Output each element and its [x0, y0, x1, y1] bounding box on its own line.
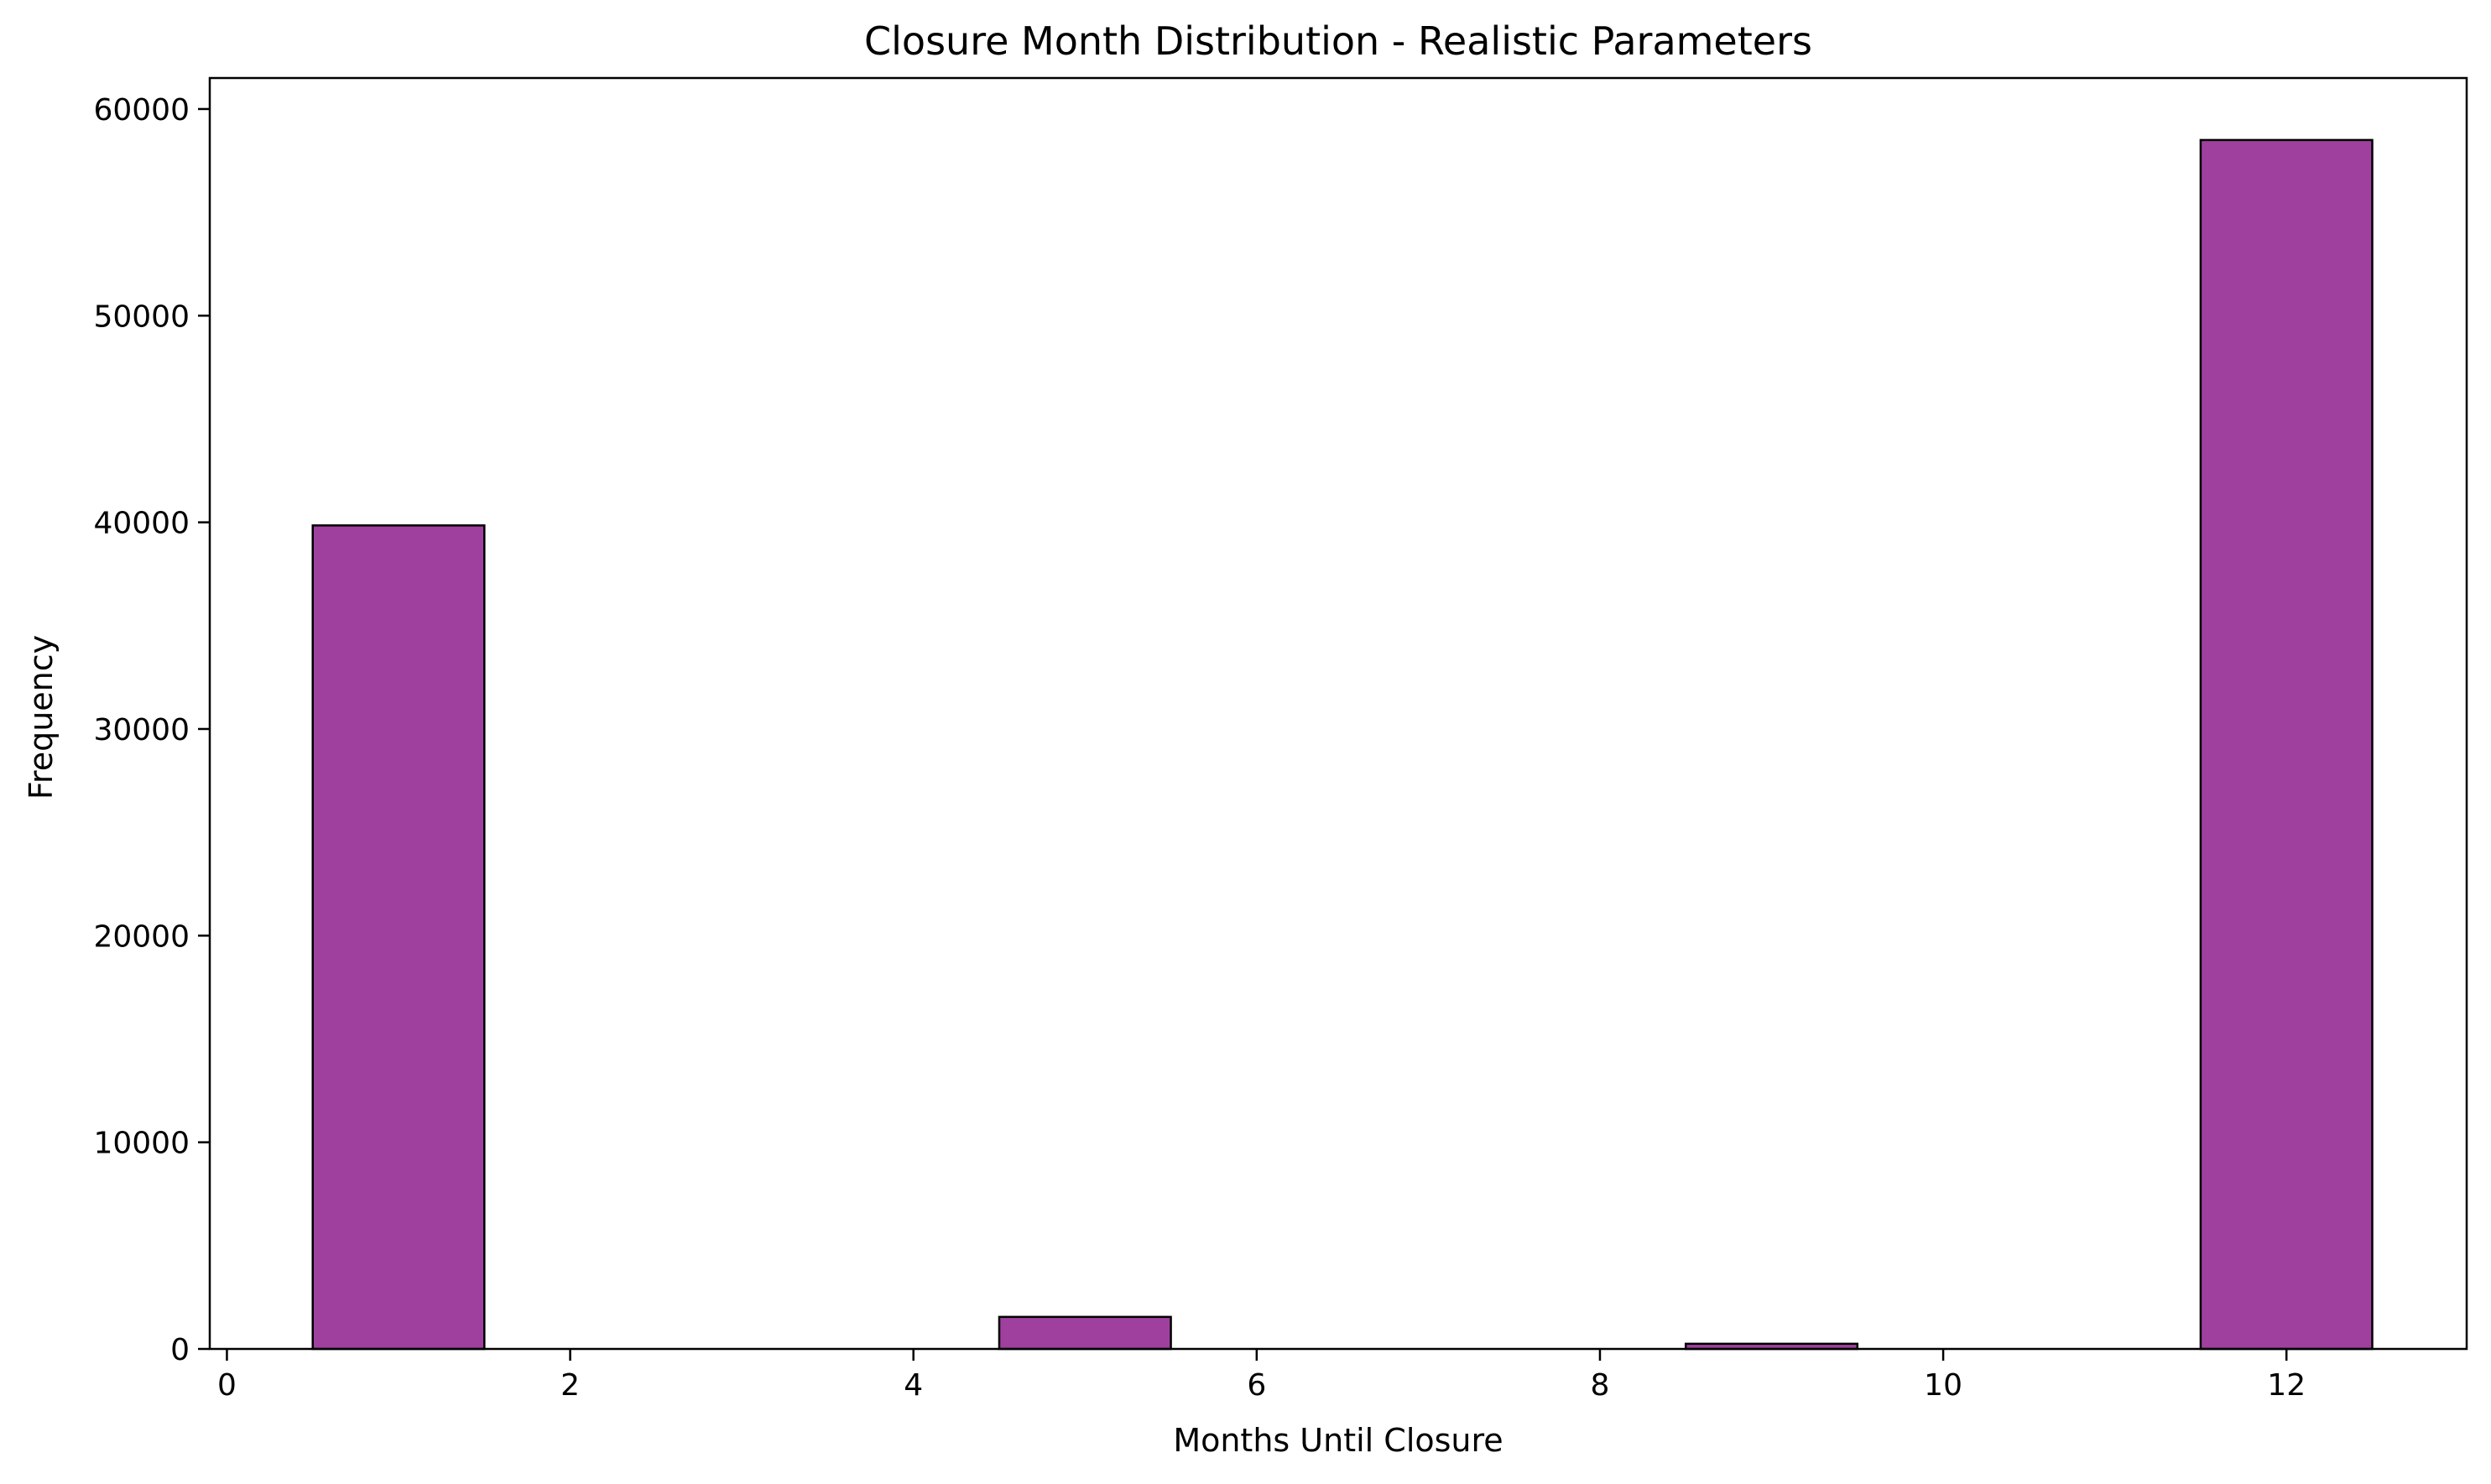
- x-tick-label: 8: [1591, 1368, 1610, 1403]
- x-tick-label: 6: [1247, 1368, 1266, 1403]
- y-tick-label: 0: [170, 1333, 190, 1367]
- x-tick-label: 12: [2267, 1368, 2306, 1403]
- chart-title: Closure Month Distribution - Realistic P…: [864, 18, 1812, 64]
- x-axis-label: Months Until Closure: [1173, 1422, 1503, 1459]
- bar-month-12: [2199, 138, 2374, 1351]
- x-tick-label: 4: [904, 1368, 923, 1403]
- x-tick-label: 10: [1924, 1368, 1962, 1403]
- y-axis-ticks: 0 10000 20000 30000 40000 50000 60000: [93, 93, 210, 1367]
- y-tick-label: 10000: [93, 1127, 190, 1161]
- axes-frame: [208, 76, 2468, 1351]
- x-axis-ticks: 0 2 4 6 8 10 12: [217, 1349, 2306, 1403]
- y-tick-label: 50000: [93, 299, 190, 334]
- bar-month-5: [998, 1315, 1172, 1351]
- y-tick-label: 20000: [93, 919, 190, 954]
- bars-layer: [311, 138, 2374, 1351]
- y-tick-label: 40000: [93, 507, 190, 541]
- x-tick-label: 2: [560, 1368, 580, 1403]
- x-tick-label: 0: [217, 1368, 237, 1403]
- y-tick-label: 60000: [93, 93, 190, 128]
- y-axis-label: Frequency: [23, 635, 60, 799]
- bar-month-1: [311, 524, 486, 1351]
- y-tick-label: 30000: [93, 713, 190, 747]
